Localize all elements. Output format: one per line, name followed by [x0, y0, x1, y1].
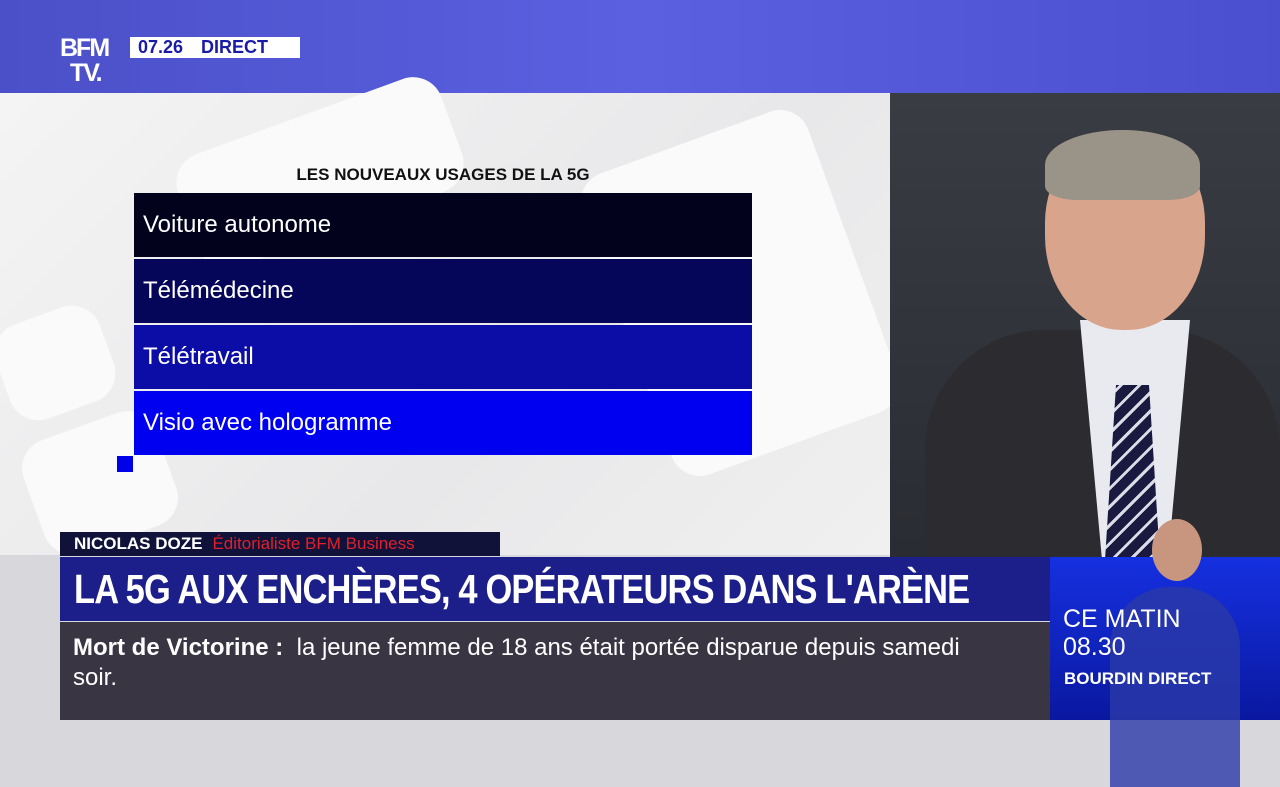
promo-time: CE MATIN 08.30: [1063, 605, 1181, 661]
bfmtv-logo: BFM TV.: [60, 34, 110, 87]
decorative-square: [117, 456, 133, 472]
promo-show: BOURDIN DIRECT: [1064, 669, 1212, 688]
name-bar: NICOLAS DOZE Éditorialiste BFM Business: [60, 532, 500, 556]
usage-item: Voiture autonome: [134, 193, 752, 257]
time: 07.26: [138, 37, 184, 57]
usage-item: Télémédecine: [134, 259, 752, 323]
clock-badge: 07.26 DIRECT: [130, 37, 300, 58]
graphic-title: LES NOUVEAUX USAGES DE LA 5G: [296, 165, 590, 184]
live-label: DIRECT: [201, 37, 269, 57]
promo-panel: CE MATIN 08.30 BOURDIN DIRECT: [1050, 519, 1280, 787]
ticker-text: Mort de Victorine : la jeune femme de 18…: [73, 634, 960, 691]
graphic-panel: [0, 68, 908, 564]
ticker-bar: [60, 622, 1050, 720]
usage-item: Télétravail: [134, 325, 752, 389]
usage-item: Visio avec hologramme: [134, 391, 752, 455]
headline: LA 5G AUX ENCHÈRES, 4 OPÉRATEURS DANS L'…: [60, 557, 1050, 621]
